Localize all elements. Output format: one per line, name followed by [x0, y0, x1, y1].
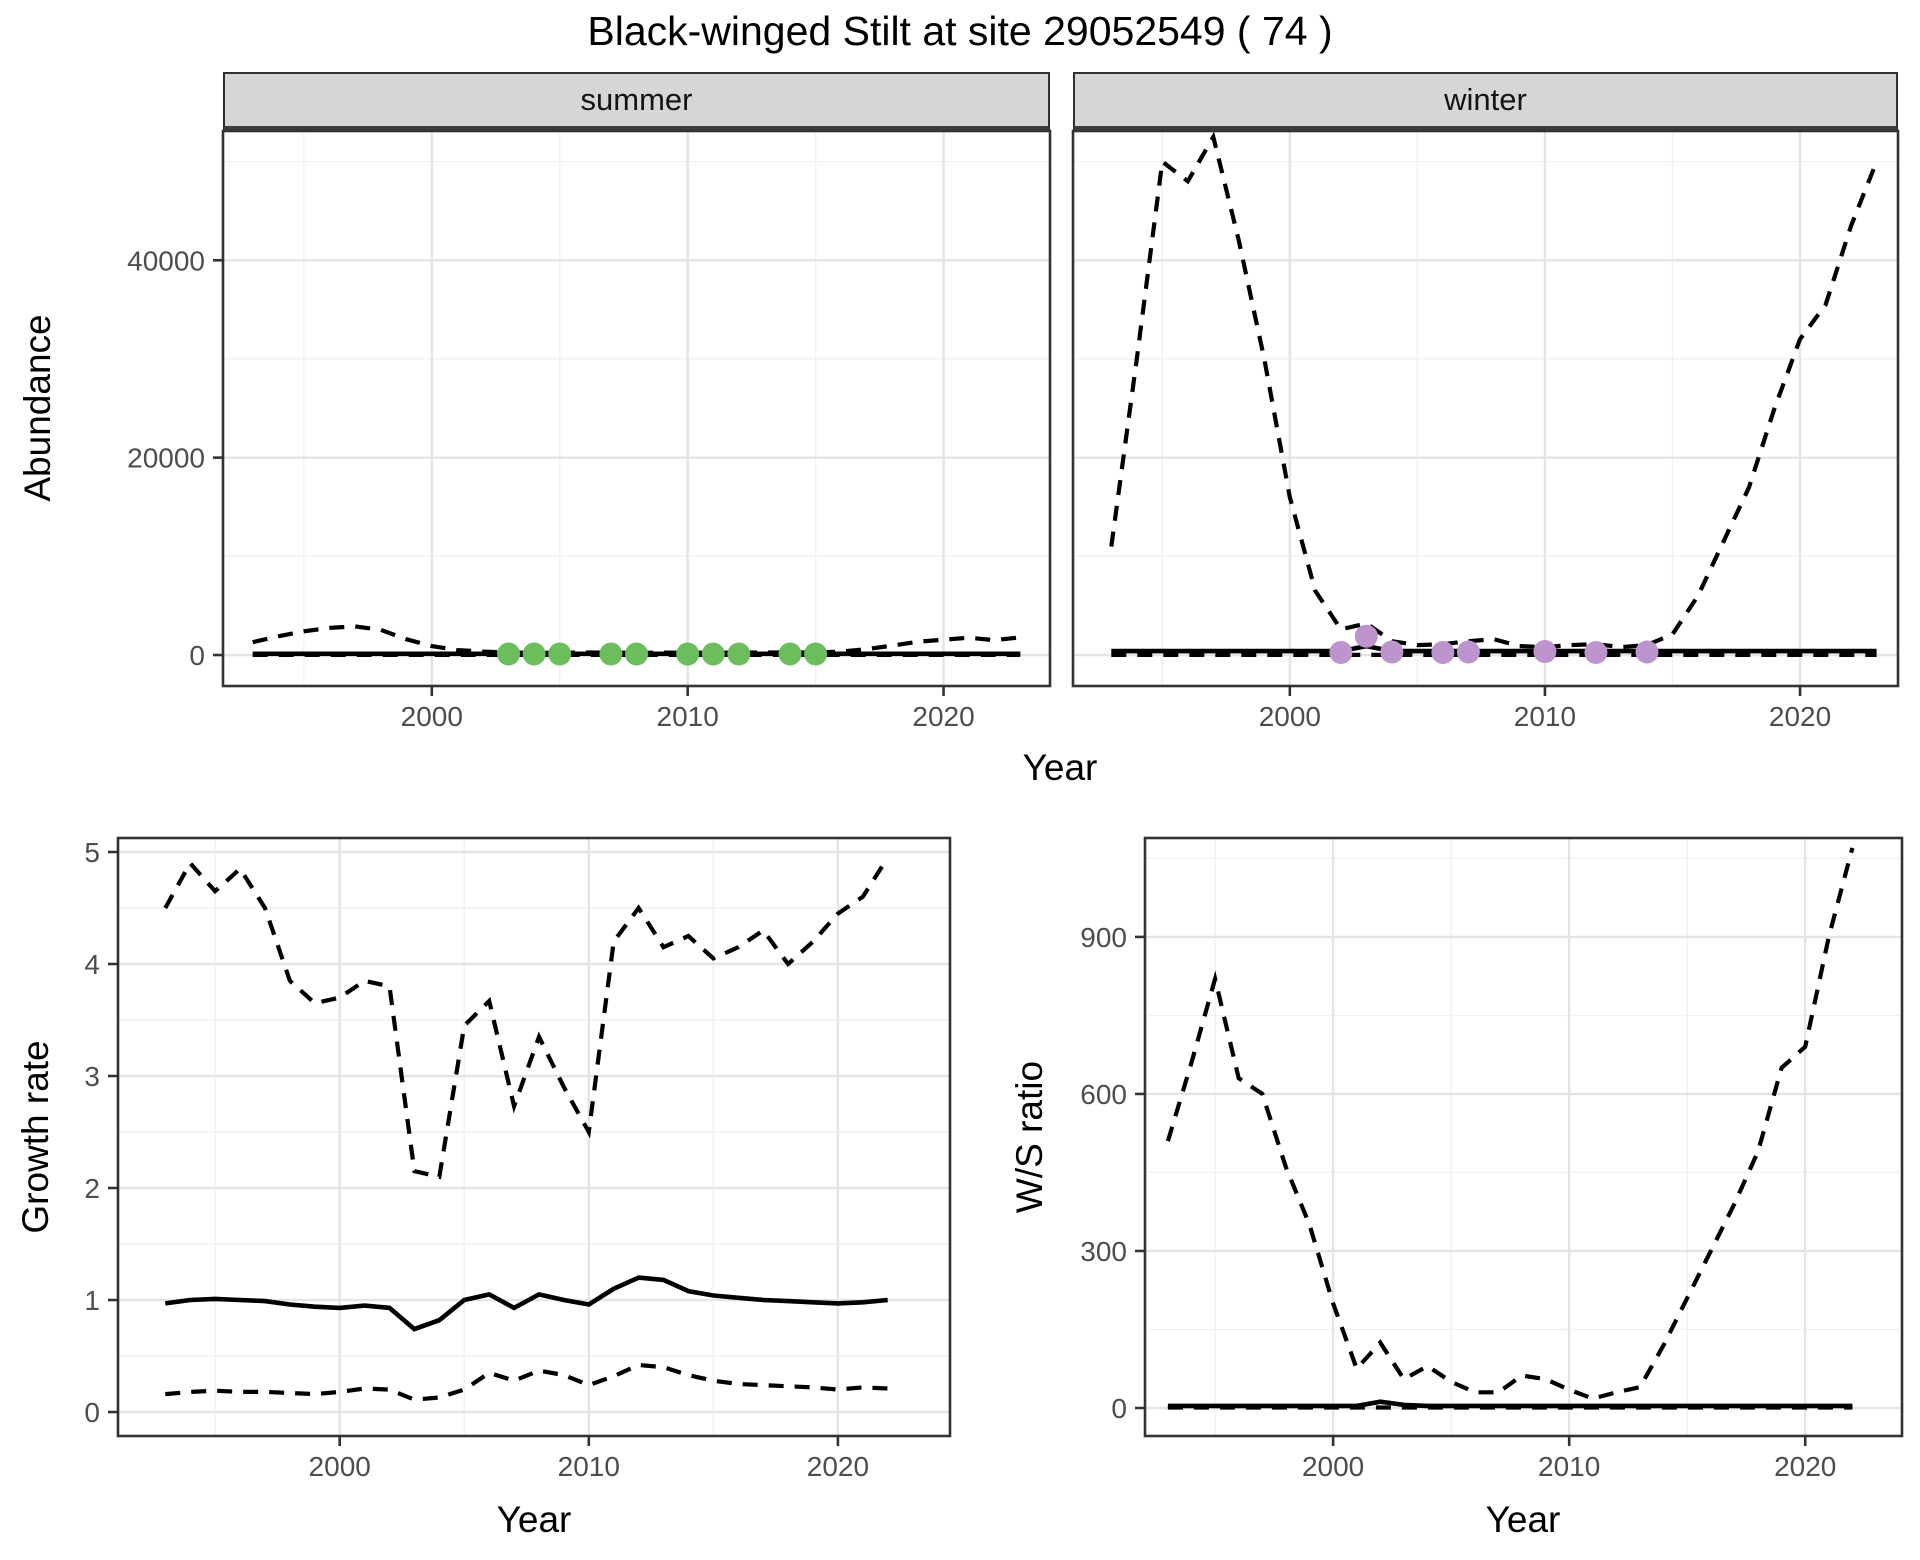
y-tick-label: 0	[84, 1397, 100, 1428]
x-tick-label: 2010	[657, 701, 719, 732]
y-tick-label: 300	[1080, 1236, 1127, 1267]
abundance_summer-observed-point	[599, 642, 623, 666]
growth_rate-lower_ci-line	[165, 1362, 888, 1402]
y-tick-label: 20000	[127, 443, 205, 474]
x-tick-label: 2000	[309, 1451, 371, 1482]
abundance_summer-observed-point	[625, 642, 648, 666]
y-axis-ws_ratio: 0 300 600 900	[1080, 922, 1145, 1424]
x-tick-label: 2000	[1302, 1451, 1364, 1482]
y-axis-abundance_summer: 0 20000 40000	[127, 245, 223, 671]
gridlines-abundance_summer	[223, 131, 1050, 686]
x-tick-label: 2020	[1774, 1451, 1836, 1482]
abundance_winter-observed-points	[1329, 624, 1659, 665]
gridlines-ws_ratio	[1145, 838, 1902, 1436]
y-tick-label: 4	[84, 949, 100, 980]
panel-abundance_winter: 2000 2010 2020	[1071, 129, 1900, 732]
y-tick-label: 3	[84, 1061, 100, 1092]
growth-x-axis-title: Year	[496, 1499, 572, 1540]
panel-border-abundance_summer	[221, 129, 1052, 688]
abundance_summer-observed-point	[701, 642, 725, 666]
abundance_winter-upper_ci-line	[1109, 131, 1879, 650]
y-tick-label: 1	[84, 1285, 100, 1316]
y-tick-label: 900	[1080, 922, 1127, 953]
panel-border-growth_rate	[116, 836, 952, 1438]
abundance_winter-observed-point	[1329, 641, 1353, 665]
y-tick-label: 5	[84, 837, 100, 868]
x-tick-label: 2020	[1769, 701, 1831, 732]
x-tick-label: 2010	[1538, 1451, 1600, 1482]
abundance_winter-observed-point	[1584, 641, 1608, 665]
abundance_summer-observed-point	[778, 642, 802, 666]
chart-title: Black-winged Stilt at site 29052549 ( 74…	[587, 8, 1333, 54]
y-axis-growth_rate: 0 1 2 3 4 5	[84, 837, 118, 1428]
y-tick-label: 2	[84, 1173, 100, 1204]
facet-strip-winter-label: winter	[1444, 82, 1527, 117]
abundance_winter-observed-point	[1456, 640, 1480, 664]
abundance_summer-observed-point	[676, 642, 700, 666]
facet-strip-summer: summer	[223, 72, 1050, 131]
abundance_winter-observed-point	[1354, 624, 1378, 648]
x-tick-label: 2000	[401, 701, 463, 732]
ws-x-axis-title: Year	[1485, 1499, 1561, 1540]
abundance_summer-observed-point	[804, 642, 828, 666]
gridlines-abundance_winter	[1073, 131, 1898, 686]
panel-border-ws_ratio	[1143, 836, 1904, 1438]
abundance_winter-observed-point	[1635, 640, 1659, 664]
x-tick-label: 2010	[558, 1451, 620, 1482]
y-tick-label: 0	[1111, 1393, 1127, 1424]
abundance_winter-observed-point	[1380, 640, 1404, 664]
abundance_summer-observed-point	[727, 642, 751, 666]
x-tick-label: 2010	[1514, 701, 1576, 732]
abundance_winter-observed-point	[1431, 641, 1455, 665]
growth_rate-upper_ci-line	[163, 856, 890, 1180]
y-tick-label: 0	[189, 640, 205, 671]
abundance_summer-observed-point	[522, 642, 546, 666]
y-tick-label: 600	[1080, 1079, 1127, 1110]
growth_rate-median-line	[164, 1275, 888, 1332]
panel-border-abundance_winter	[1071, 129, 1900, 688]
top-x-axis-title: Year	[1022, 747, 1098, 788]
x-axis-abundance_summer: 2000 2010 2020	[401, 686, 975, 732]
x-axis-ws_ratio: 2000 2010 2020	[1302, 1436, 1836, 1482]
y-tick-label: 40000	[127, 245, 205, 276]
facet-strip-winter: winter	[1073, 72, 1898, 131]
abundance_summer-observed-points	[497, 642, 828, 666]
x-axis-growth_rate: 2000 2010 2020	[309, 1436, 869, 1482]
x-tick-label: 2020	[807, 1451, 869, 1482]
ws_ratio-median-line	[1167, 1399, 1853, 1409]
ws_ratio-upper_ci-line	[1165, 847, 1855, 1401]
panel-ws_ratio: 2000 2010 2020 0 300 600 900	[1080, 836, 1904, 1482]
facet-strip-summer-label: summer	[580, 82, 693, 117]
abundance_winter-observed-point	[1533, 640, 1557, 664]
x-tick-label: 2000	[1259, 701, 1321, 732]
abundance_summer-observed-point	[497, 642, 521, 666]
panel-growth_rate: 2000 2010 2020 0 1 2 3 4 5	[84, 836, 952, 1482]
x-axis-abundance_winter: 2000 2010 2020	[1259, 686, 1831, 732]
abundance_winter-median-line	[1111, 643, 1877, 654]
abundance_summer-observed-point	[548, 642, 572, 666]
x-tick-label: 2020	[912, 701, 974, 732]
panel-abundance_summer: 2000 2010 2020 0 20000 40000	[127, 129, 1052, 732]
